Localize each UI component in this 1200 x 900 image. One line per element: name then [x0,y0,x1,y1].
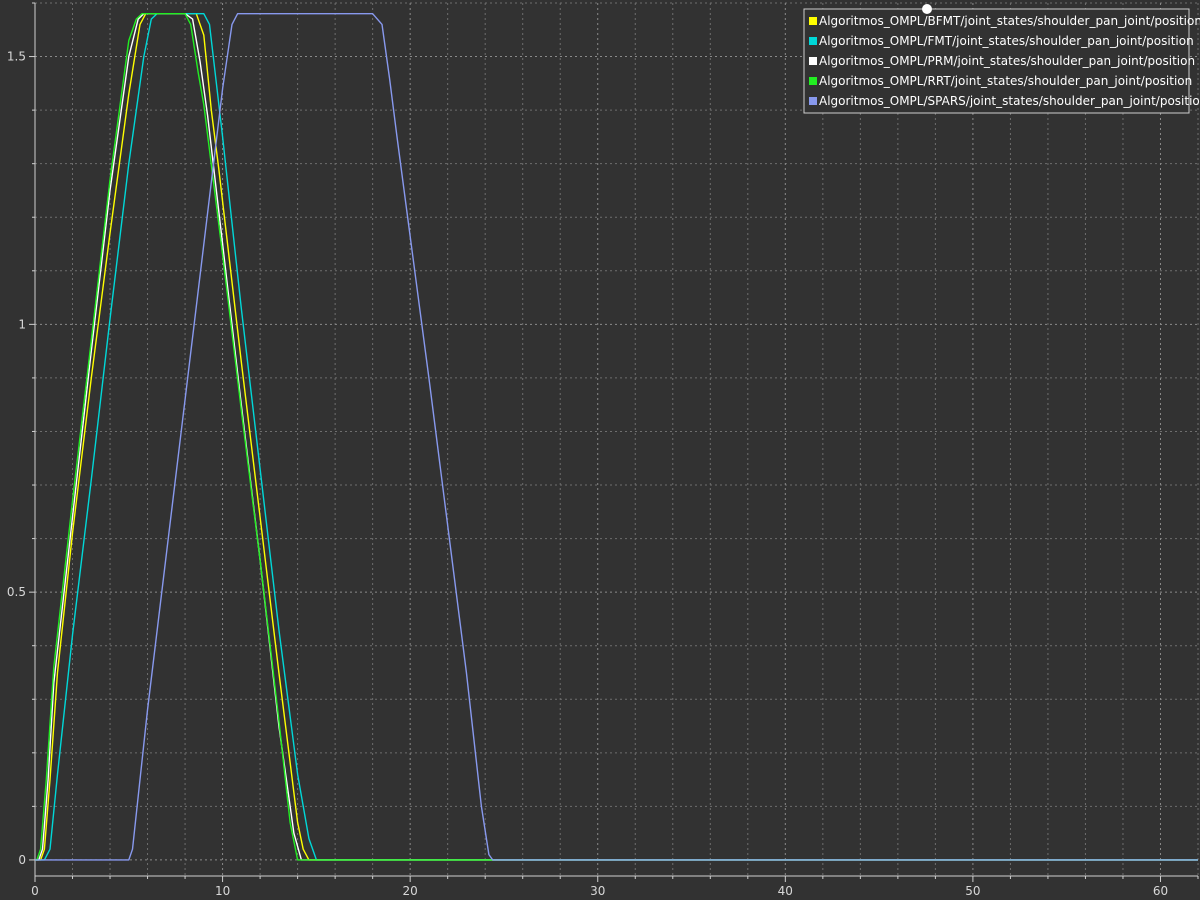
x-tick-label: 50 [965,884,980,898]
legend-swatch-0[interactable] [809,17,817,25]
y-tick-label: 1 [18,317,26,331]
x-tick-label: 60 [1153,884,1168,898]
series-line-4 [35,12,1198,861]
x-tick-label: 30 [590,884,605,898]
legend-swatch-3[interactable] [809,77,817,85]
legend-entry-1[interactable]: Algoritmos_OMPL/FMT/joint_states/shoulde… [819,34,1194,48]
minor-grid [35,2,1199,876]
x-tick-label: 40 [778,884,793,898]
legend-entry-3[interactable]: Algoritmos_OMPL/RRT/joint_states/shoulde… [819,74,1192,88]
y-tick-label: 0.5 [7,585,26,599]
series-line-3 [35,12,1198,861]
legend-box [803,8,1190,114]
x-tick-label: 20 [403,884,418,898]
plot-area [35,3,1198,876]
legend[interactable]: Algoritmos_OMPL/BFMT/joint_states/should… [803,4,1200,114]
x-tick-label: 10 [215,884,230,898]
legend-drag-handle[interactable] [922,4,932,14]
legend-swatch-4[interactable] [809,97,817,105]
legend-entry-2[interactable]: Algoritmos_OMPL/PRM/joint_states/shoulde… [819,54,1195,68]
y-tick-label: 0 [18,853,26,867]
y-axis-ticks: 0 0.5 1 1.5 [7,2,35,867]
x-tick-label: 0 [31,884,39,898]
axes [34,3,1198,877]
y-tick-label: 1.5 [7,50,26,64]
legend-entry-4[interactable]: Algoritmos_OMPL/SPARS/joint_states/shoul… [819,94,1200,108]
legend-entry-0[interactable]: Algoritmos_OMPL/BFMT/joint_states/should… [819,14,1200,28]
series-layer [35,12,1198,861]
legend-swatch-2[interactable] [809,57,817,65]
x-axis-ticks: 0 10 20 30 40 50 60 [31,876,1199,898]
legend-swatch-1[interactable] [809,37,817,45]
